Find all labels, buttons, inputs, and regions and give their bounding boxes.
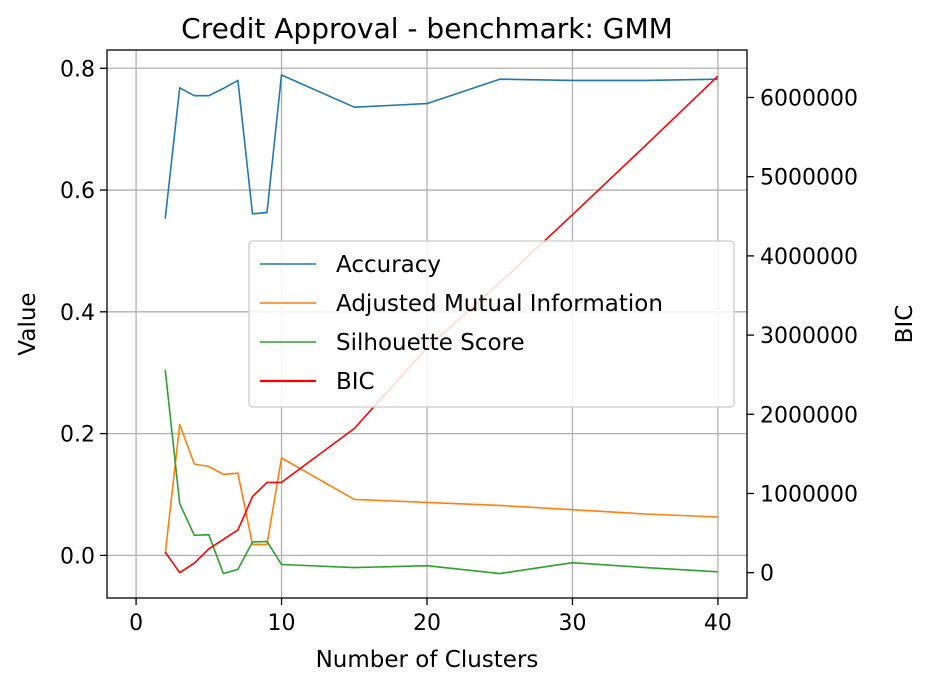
x-tick-label: 30 — [558, 611, 586, 636]
x-tick-label: 20 — [413, 611, 441, 636]
y-tick-label: 0.0 — [60, 544, 95, 569]
y-axis-label: Value — [15, 292, 41, 355]
y-tick-label: 0.4 — [60, 301, 95, 326]
x-tick-label: 0 — [129, 611, 143, 636]
y2-tick-label: 3000000 — [760, 324, 858, 349]
y2-tick-label: 0 — [760, 562, 774, 587]
y2-tick-label: 2000000 — [760, 403, 858, 428]
y-ticks: 0.0 0.2 0.4 0.6 0.8 — [60, 57, 107, 569]
series-line-accuracy — [164, 74, 718, 219]
y2-tick-label: 5000000 — [760, 166, 858, 191]
series-line-bic — [164, 75, 719, 574]
y-tick-label: 0.2 — [60, 423, 95, 448]
y2-axis-label: BIC — [892, 305, 918, 344]
y-tick-label: 0.8 — [60, 57, 95, 82]
series-line-silhouette-score — [164, 369, 718, 575]
legend: Accuracy Adjusted Mutual Information Silho… — [248, 240, 735, 408]
legend-label-adjusted-mutual-information: Adjusted Mutual Information — [336, 291, 663, 317]
x-tick-label: 40 — [704, 611, 732, 636]
x-ticks: 0 10 20 30 40 — [129, 598, 732, 636]
y2-tick-label: 6000000 — [760, 87, 858, 112]
legend-label-accuracy: Accuracy — [336, 252, 441, 278]
y-tick-label: 0.6 — [60, 179, 95, 204]
x-tick-label: 10 — [268, 611, 296, 636]
legend-box — [248, 240, 735, 408]
chart-title: Credit Approval - benchmark: GMM — [181, 12, 673, 45]
y2-ticks: 0 1000000 2000000 3000000 4000000 5000000 6000… — [747, 87, 858, 587]
legend-label-bic: BIC — [336, 369, 375, 395]
y2-tick-label: 1000000 — [760, 482, 858, 507]
plot-lines — [164, 74, 719, 575]
legend-label-silhouette-score: Silhouette Score — [336, 330, 525, 356]
series-line-adjusted-mutual-information — [164, 423, 718, 555]
x-axis-label: Number of Clusters — [316, 647, 539, 673]
y2-tick-label: 4000000 — [760, 245, 858, 270]
